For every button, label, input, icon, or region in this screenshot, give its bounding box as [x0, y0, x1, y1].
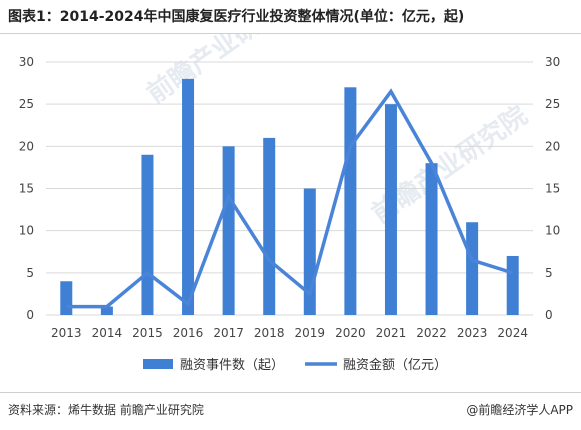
y-tick-label: 30	[19, 55, 34, 69]
bar	[222, 146, 235, 315]
y-axis-right: 0 5 10 15 20 25 30	[545, 55, 560, 322]
x-tick-label: 2020	[335, 326, 366, 340]
source-note: 资料来源：烯牛数据 前瞻产业研究院	[8, 403, 204, 417]
y-tick-label: 15	[19, 182, 34, 196]
x-tick-label: 2017	[213, 326, 244, 340]
x-tick-label: 2024	[497, 326, 528, 340]
x-axis: 2013 2014 2015 2016 2017 2018 2019 2020 2021 2022…	[51, 326, 528, 340]
bar	[100, 306, 113, 315]
bar	[60, 281, 73, 315]
x-tick-label: 2019	[295, 326, 326, 340]
x-tick-label: 2016	[173, 326, 204, 340]
footer-divider	[0, 392, 581, 393]
title-divider	[0, 33, 581, 34]
y-tick-label: 0	[26, 308, 34, 322]
line-series	[66, 88, 514, 309]
x-tick-label: 2023	[457, 326, 488, 340]
y-right-tick-label: 20	[545, 139, 560, 153]
x-tick-label: 2022	[416, 326, 447, 340]
bar	[425, 163, 438, 315]
x-tick-label: 2015	[132, 326, 163, 340]
y-right-tick-label: 25	[545, 97, 560, 111]
y-right-tick-label: 30	[545, 55, 560, 69]
y-tick-label: 5	[26, 266, 34, 280]
bar	[344, 87, 357, 315]
legend-label: 融资金额（亿元）	[343, 357, 447, 373]
y-right-tick-label: 15	[545, 182, 560, 196]
legend-label: 融资事件数（起）	[180, 358, 284, 373]
chart-title: 图表1：2014-2024年中国康复医疗行业投资整体情况(单位：亿元，起)	[8, 9, 465, 25]
legend-swatch-bar	[143, 359, 173, 369]
y-right-tick-label: 10	[545, 224, 560, 238]
x-tick-label: 2013	[51, 326, 82, 340]
y-tick-label: 10	[19, 224, 34, 238]
bar-series	[60, 78, 519, 316]
bar	[384, 104, 397, 316]
y-right-tick-label: 5	[545, 266, 553, 280]
bar	[141, 154, 154, 315]
y-tick-label: 25	[19, 97, 34, 111]
x-tick-label: 2021	[376, 326, 407, 340]
y-axis-left: 0 5 10 15 20 25 30	[19, 55, 34, 322]
bar	[466, 222, 479, 315]
brand-credit: @前瞻经济学人APP	[466, 403, 573, 417]
y-tick-label: 20	[19, 139, 34, 153]
y-right-tick-label: 0	[545, 308, 553, 322]
x-tick-label: 2014	[92, 326, 123, 340]
bar	[263, 137, 276, 315]
gridlines	[46, 61, 533, 316]
x-tick-label: 2018	[254, 326, 285, 340]
bar	[506, 255, 519, 315]
watermark-text: 前瞻产业研究院	[141, 34, 308, 110]
legend: 融资事件数（起） 融资金额（亿元）	[143, 357, 447, 373]
bar	[182, 78, 195, 315]
line-path	[66, 88, 514, 309]
